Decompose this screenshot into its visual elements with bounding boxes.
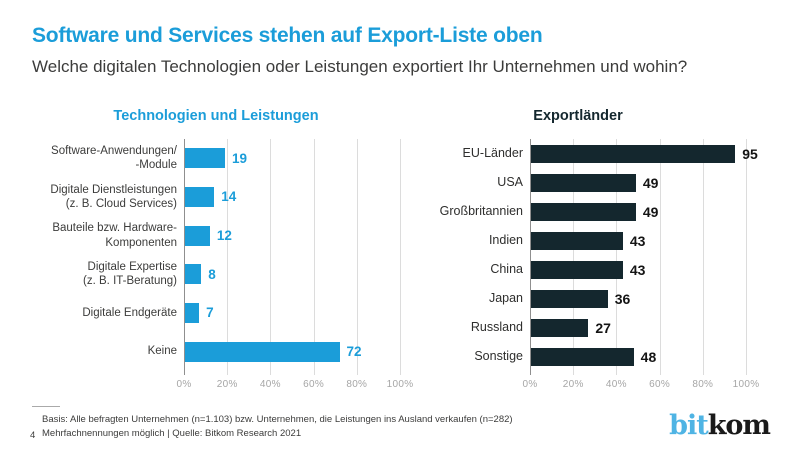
x-axis-tick-label: 0% <box>522 379 538 390</box>
y-axis-line <box>530 139 531 375</box>
footnote-basis: Basis: Alle befragten Unternehmen (n=1.1… <box>42 414 513 426</box>
category-label: Japan <box>488 290 523 305</box>
bar <box>530 347 634 366</box>
x-axis-tick-label: 40% <box>605 379 627 390</box>
gridline <box>313 139 315 375</box>
bar <box>184 225 210 246</box>
x-axis: 0% 20% 40% 60% 80% 100% <box>176 376 413 394</box>
bar <box>530 289 608 308</box>
gridline <box>616 139 618 375</box>
bar <box>530 318 589 337</box>
gridline <box>702 139 704 375</box>
bar-value-label: 43 <box>629 232 646 249</box>
chart-title: Technologien und Leistungen <box>113 108 319 124</box>
category-label: Keine <box>147 345 177 358</box>
x-axis-tick-label: 20% <box>562 379 584 390</box>
category-label: Digitale Expertise (z. B. IT-Beratung) <box>83 260 177 288</box>
bar-value-label: 49 <box>642 174 659 191</box>
bar <box>530 144 736 163</box>
y-axis-line <box>184 139 185 375</box>
x-axis-tick-label: 60% <box>303 379 325 390</box>
bar-value-label: 12 <box>216 228 232 244</box>
bar-value-label: 72 <box>346 344 362 360</box>
logo-text-bit: bit <box>669 410 709 441</box>
category-label: Digitale Endgeräte <box>82 306 177 319</box>
bar-value-label: 95 <box>742 145 758 162</box>
chart-technologien-und-leistungen: Technologien und Leistungen Software-Anwe… <box>32 108 413 394</box>
bar <box>184 341 340 362</box>
page-title: Software und Services stehen auf Export-… <box>32 24 543 47</box>
bar <box>184 264 202 285</box>
bar-value-label: 27 <box>595 319 611 336</box>
category-label: Digitale Dienstleistungen (z. B. Cloud S… <box>50 183 177 210</box>
bar-value-label: 49 <box>642 203 659 220</box>
category-label: Russland <box>470 319 523 334</box>
plot-area: 19 14 12 8 7 72 <box>184 139 401 375</box>
category-label: China <box>490 261 523 276</box>
category-label: Sonstige <box>474 348 523 363</box>
gridline <box>746 139 747 375</box>
bitkom-logo: bitkom <box>669 410 771 441</box>
bar <box>530 202 636 221</box>
bar-value-label: 43 <box>629 261 646 278</box>
chart-exportlaender: Exportländer EU-Länder USA Großbritannien In… <box>410 108 759 394</box>
gridline <box>356 139 358 375</box>
bar <box>184 186 215 207</box>
category-label: Bauteile bzw. Hardware- Komponenten <box>52 222 177 249</box>
charts-area: Technologien und Leistungen Software-Anwe… <box>32 108 759 394</box>
x-axis-tick-label: 80% <box>346 379 368 390</box>
x-axis-tick-label: 0% <box>176 379 192 390</box>
footer: Basis: Alle befragten Unternehmen (n=1.1… <box>30 406 771 441</box>
bar <box>530 231 623 250</box>
footnote: Basis: Alle befragten Unternehmen (n=1.1… <box>30 406 513 441</box>
chart-title: Exportländer <box>533 108 623 124</box>
bar <box>530 173 636 192</box>
logo-text-kom: kom <box>707 410 771 441</box>
bar <box>184 148 226 169</box>
gridline <box>659 139 661 375</box>
x-axis: 0% 20% 40% 60% 80% 100% <box>522 376 759 394</box>
bar-value-label: 8 <box>208 266 216 282</box>
category-label: Großbritannien <box>439 203 523 218</box>
gridline <box>400 139 401 375</box>
footnote-source: Mehrfachnennungen möglich | Quelle: Bitk… <box>42 428 302 440</box>
category-label: USA <box>497 174 523 189</box>
bar-value-label: 14 <box>221 189 237 205</box>
category-label: EU-Länder <box>462 145 523 160</box>
plot-area: 95 49 49 43 43 36 27 48 <box>530 139 758 375</box>
bar <box>184 302 200 323</box>
bar-value-label: 48 <box>640 348 657 365</box>
x-axis-tick-label: 20% <box>216 379 238 390</box>
page-subtitle: Welche digitalen Technologien oder Leist… <box>32 57 688 76</box>
footnote-divider <box>32 406 60 408</box>
page-number: 4 <box>30 430 36 441</box>
bar-value-label: 19 <box>232 150 248 166</box>
x-axis-tick-label: 100% <box>732 379 760 390</box>
bar-value-label: 36 <box>614 290 631 307</box>
gridline <box>573 139 575 375</box>
bar <box>530 260 623 279</box>
bar-value-label: 7 <box>206 305 214 321</box>
gridline <box>270 139 272 375</box>
x-axis-tick-label: 40% <box>259 379 281 390</box>
category-label: Indien <box>488 232 523 247</box>
gridline <box>227 139 229 375</box>
category-label: Software-Anwendungen/ -Module <box>51 144 177 172</box>
x-axis-tick-label: 80% <box>692 379 714 390</box>
x-axis-tick-label: 60% <box>649 379 671 390</box>
x-axis-tick-label: 100% <box>386 379 414 390</box>
